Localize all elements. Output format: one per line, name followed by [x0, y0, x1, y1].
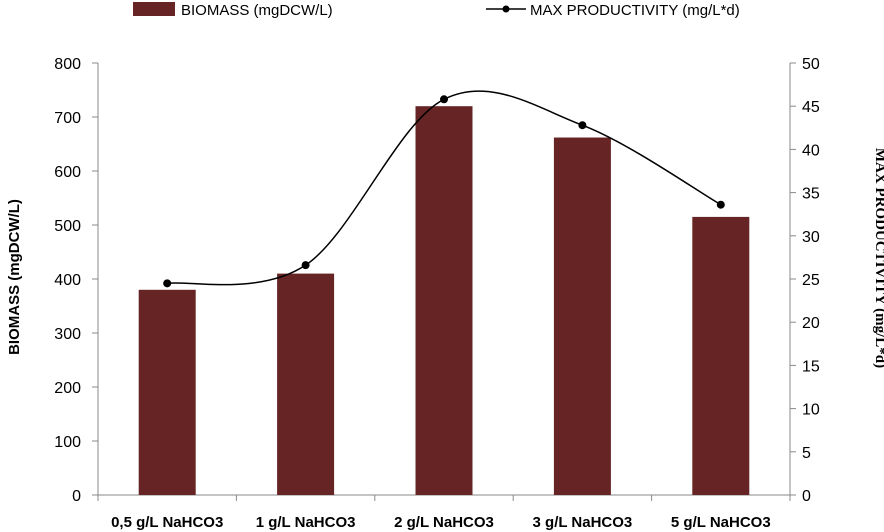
left-tick-label: 400	[54, 272, 81, 289]
right-tick-label: 25	[802, 272, 820, 289]
legend: BIOMASS (mgDCW/L) MAX PRODUCTIVITY (mg/L*…	[133, 2, 740, 19]
productivity-point	[716, 200, 725, 209]
left-tick-label: 100	[54, 434, 81, 451]
productivity-point	[163, 279, 172, 288]
left-tick-label: 200	[54, 380, 81, 397]
right-tick-label: 5	[802, 445, 811, 462]
line-series	[163, 90, 725, 288]
category-label: 2 g/L NaHCO3	[394, 514, 494, 531]
right-tick-label: 45	[802, 99, 820, 116]
productivity-point	[440, 95, 448, 104]
biomass-bar	[277, 273, 335, 495]
biomass-bar	[553, 137, 611, 495]
right-tick-label: 10	[802, 402, 820, 419]
right-tick-label: 0	[802, 488, 811, 505]
right-tick-label: 20	[802, 315, 820, 332]
legend-bar-swatch	[133, 2, 175, 16]
biomass-bar	[692, 216, 750, 495]
left-tick-label: 800	[54, 56, 81, 73]
left-tick-label: 600	[54, 164, 81, 181]
left-tick-label: 700	[54, 110, 81, 127]
category-label: 5 g/L NaHCO3	[671, 514, 771, 531]
category-label: 3 g/L NaHCO3	[533, 514, 633, 531]
right-tick-label: 30	[802, 229, 820, 246]
biomass-bar	[138, 289, 196, 495]
right-tick-label: 15	[802, 358, 820, 375]
productivity-point	[578, 121, 587, 130]
left-axis-title: BIOMASS (mgDCW/L)	[6, 199, 23, 355]
category-label: 0,5 g/L NaHCO3	[111, 514, 223, 531]
right-axis-title: MAX PRODUCTIVITY (mg/L*d)	[872, 148, 884, 368]
productivity-point	[301, 261, 310, 270]
bar-series	[138, 106, 750, 495]
left-tick-label: 0	[72, 488, 81, 505]
right-tick-label: 35	[802, 186, 820, 203]
legend-label-productivity: MAX PRODUCTIVITY (mg/L*d)	[530, 2, 740, 19]
left-tick-label: 300	[54, 326, 81, 343]
legend-label-biomass: BIOMASS (mgDCW/L)	[181, 2, 333, 19]
right-tick-label: 50	[802, 56, 820, 73]
left-y-axis: 0 100 200 300 400 500 600 700 800	[54, 56, 99, 505]
productivity-line	[167, 90, 722, 286]
legend-marker	[502, 5, 510, 13]
category-label: 1 g/L NaHCO3	[256, 514, 356, 531]
biomass-bar	[415, 106, 473, 495]
right-y-axis: 0 5 10 15 20 25 30 35 40 45 50	[789, 56, 820, 505]
right-tick-label: 40	[802, 142, 820, 159]
left-tick-label: 500	[54, 218, 81, 235]
x-axis: 0,5 g/L NaHCO3 1 g/L NaHCO3 2 g/L NaHCO3 3 …	[97, 494, 791, 531]
